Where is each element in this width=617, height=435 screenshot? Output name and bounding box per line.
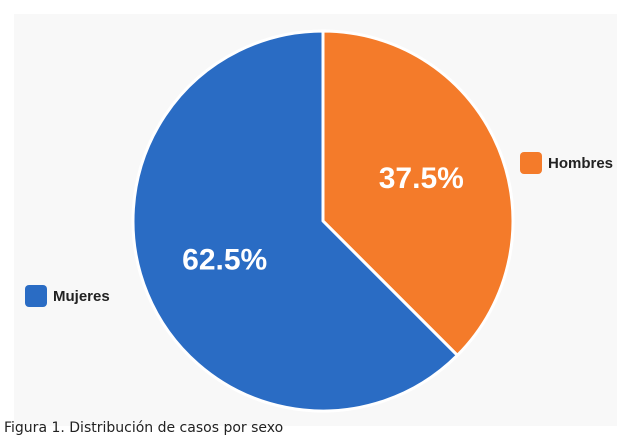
legend-swatch-hombres (520, 152, 542, 174)
figure-caption: Figura 1. Distribución de casos por sexo (4, 420, 284, 435)
legend-label-mujeres: Mujeres (53, 287, 110, 305)
legend-label-hombres: Hombres (548, 154, 614, 172)
pie-label-hombres: 37.5% (379, 162, 464, 195)
legend-item-mujeres: Mujeres (25, 285, 110, 307)
legend-swatch-mujeres (25, 285, 47, 307)
legend-item-hombres: Hombres (520, 152, 613, 174)
pie-label-mujeres: 62.5% (182, 244, 267, 277)
pie-slice-hombres (321, 29, 515, 357)
pie-slice-mujeres (131, 29, 459, 413)
